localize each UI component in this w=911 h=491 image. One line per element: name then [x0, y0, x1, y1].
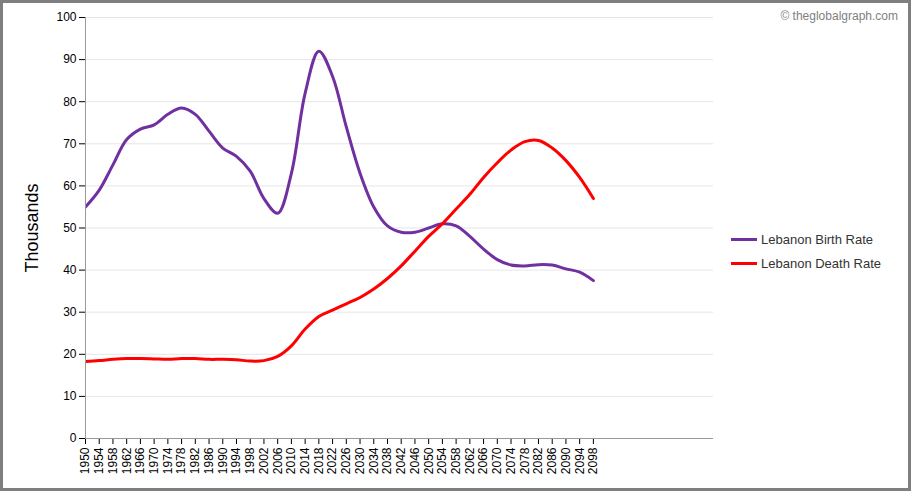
svg-text:2066: 2066: [476, 447, 490, 474]
svg-text:2074: 2074: [504, 447, 518, 474]
svg-text:2002: 2002: [257, 447, 271, 474]
html-text:© theglobalgraph.com: © theglobalgraph.com: [780, 9, 898, 23]
svg-text:2038: 2038: [380, 447, 394, 474]
svg-text:0: 0: [70, 431, 77, 445]
svg-text:40: 40: [63, 263, 77, 277]
svg-text:1954: 1954: [92, 447, 106, 474]
svg-text:2078: 2078: [518, 447, 532, 474]
svg-text:1986: 1986: [202, 447, 216, 474]
svg-text:2034: 2034: [367, 447, 381, 474]
svg-text:2082: 2082: [531, 447, 545, 474]
html-text:Lebanon Birth Rate: Lebanon Birth Rate: [761, 231, 873, 247]
svg-text:20: 20: [63, 347, 77, 361]
svg-text:30: 30: [63, 305, 77, 319]
svg-text:100: 100: [56, 10, 76, 24]
svg-text:1950: 1950: [78, 447, 92, 474]
svg-text:1962: 1962: [120, 447, 134, 474]
svg-text:1998: 1998: [243, 447, 257, 474]
svg-text:2054: 2054: [435, 447, 449, 474]
svg-text:1958: 1958: [106, 447, 120, 474]
svg-text:50: 50: [63, 221, 77, 235]
svg-text:2006: 2006: [271, 447, 285, 474]
html-text:Lebanon Death Rate: Lebanon Death Rate: [761, 255, 881, 271]
svg-text:2046: 2046: [408, 447, 422, 474]
svg-text:2042: 2042: [394, 447, 408, 474]
svg-text:80: 80: [63, 95, 77, 109]
svg-text:2070: 2070: [490, 447, 504, 474]
svg-text:2050: 2050: [422, 447, 436, 474]
svg-text:2058: 2058: [449, 447, 463, 474]
svg-text:2026: 2026: [339, 447, 353, 474]
svg-text:2010: 2010: [284, 447, 298, 474]
svg-text:1970: 1970: [147, 447, 161, 474]
svg-text:1974: 1974: [161, 447, 175, 474]
svg-text:60: 60: [63, 179, 77, 193]
svg-text:70: 70: [63, 137, 77, 151]
svg-text:90: 90: [63, 52, 77, 66]
svg-text:Thousands: Thousands: [22, 183, 42, 272]
svg-text:1966: 1966: [133, 447, 147, 474]
svg-text:1978: 1978: [174, 447, 188, 474]
svg-text:2094: 2094: [573, 447, 587, 474]
svg-text:2062: 2062: [463, 447, 477, 474]
svg-text:1994: 1994: [229, 447, 243, 474]
svg-text:2022: 2022: [325, 447, 339, 474]
svg-text:2014: 2014: [298, 447, 312, 474]
svg-text:2086: 2086: [545, 447, 559, 474]
svg-text:2030: 2030: [353, 447, 367, 474]
svg-text:2098: 2098: [586, 447, 600, 474]
svg-text:2018: 2018: [312, 447, 326, 474]
svg-text:10: 10: [63, 389, 77, 403]
svg-text:1982: 1982: [188, 447, 202, 474]
svg-text:2090: 2090: [559, 447, 573, 474]
svg-text:1990: 1990: [216, 447, 230, 474]
